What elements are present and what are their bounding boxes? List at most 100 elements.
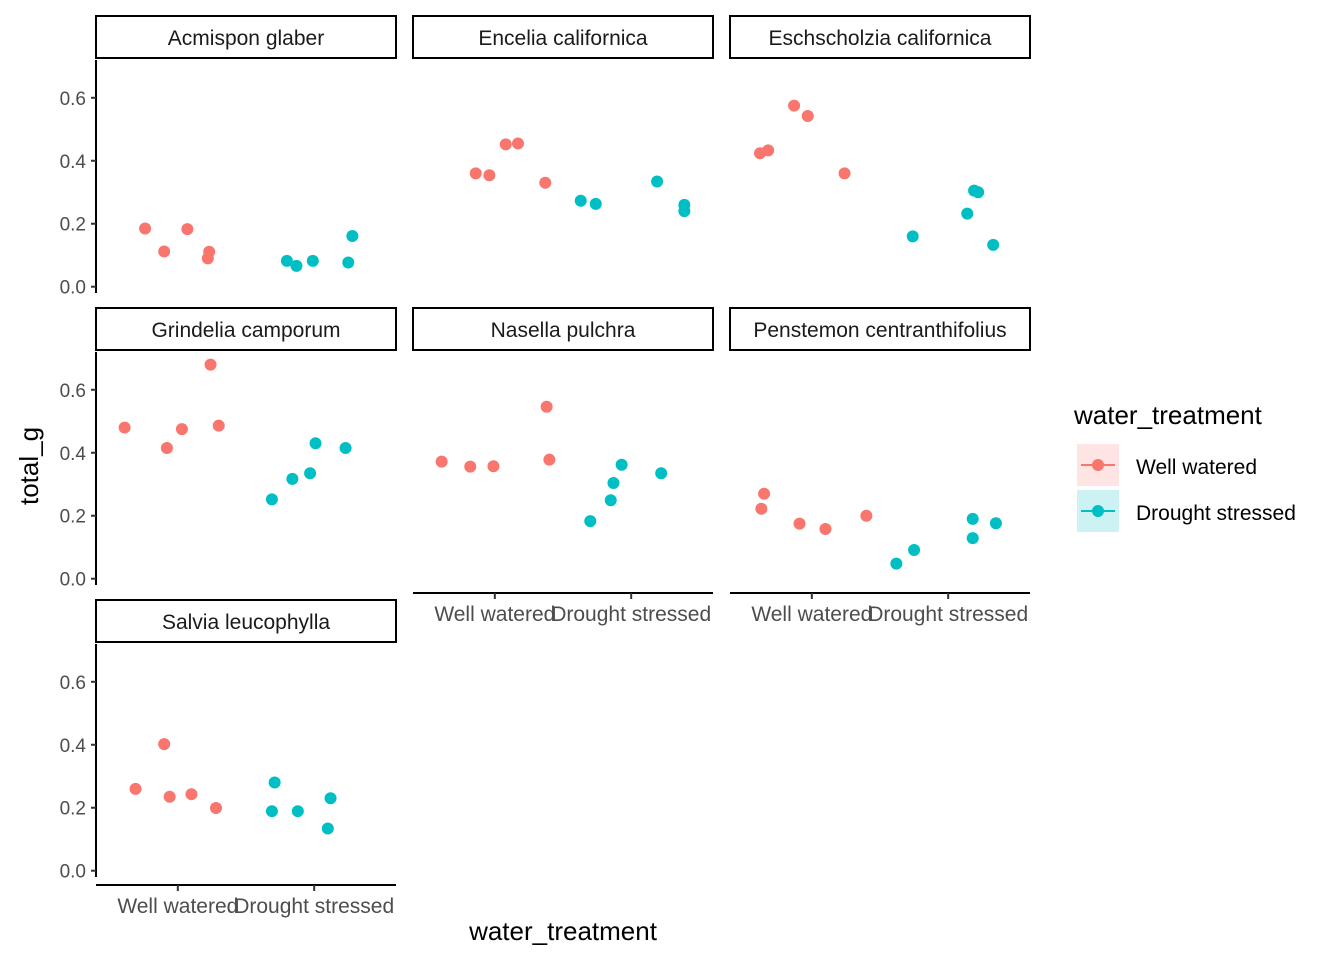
data-point [801, 110, 814, 123]
legend-key-point [1092, 505, 1104, 517]
legend-label: Drought stressed [1136, 502, 1296, 525]
data-point [574, 194, 587, 207]
facet-title: Penstemon centranthifolius [753, 319, 1006, 342]
data-point [469, 167, 482, 180]
facet-panel: Eschscholzia californica [729, 15, 1031, 251]
data-point [158, 245, 171, 258]
data-point [584, 515, 597, 528]
data-point [655, 467, 668, 480]
data-point [321, 822, 334, 835]
data-point [265, 805, 278, 818]
facet-title: Eschscholzia californica [769, 27, 992, 50]
data-point [306, 254, 319, 267]
x-tick-label: Well watered [751, 603, 872, 626]
data-point [118, 421, 131, 434]
data-point [543, 453, 556, 466]
legend-label: Well watered [1136, 456, 1257, 479]
data-point [589, 197, 602, 210]
facet-title: Grindelia camporum [151, 319, 340, 342]
y-tick-label: 0.2 [60, 507, 86, 528]
data-point [762, 144, 775, 157]
data-point [160, 442, 173, 455]
facet-panel: Salvia leucophylla 0.0 0.2 0.4 0.6 Well water… [60, 599, 397, 918]
x-tick-label: Well watered [117, 895, 238, 918]
data-point [860, 509, 873, 522]
data-point [607, 476, 620, 489]
facet-title: Nasella pulchra [491, 319, 636, 342]
data-point [890, 557, 903, 570]
data-point [324, 792, 337, 805]
facet-strip [412, 307, 714, 351]
data-point [512, 137, 524, 150]
data-point [210, 802, 222, 815]
x-tick-label: Drought stressed [868, 603, 1028, 626]
data-point [268, 776, 281, 789]
legend-title: water_treatment [1073, 400, 1263, 430]
facet-strip [95, 307, 397, 351]
y-tick-label: 0.4 [60, 444, 87, 465]
data-point [346, 230, 359, 243]
data-point [499, 138, 512, 151]
data-point [966, 512, 979, 525]
data-point [203, 245, 216, 258]
data-point [906, 230, 919, 243]
facet-title: Salvia leucophylla [162, 611, 330, 634]
facet-panel: Penstemon centranthifolius Well wateredDr… [729, 307, 1031, 626]
legend: water_treatment Well watered Drought stres… [1073, 400, 1296, 532]
facet-panel: Acmispon glaber 0.0 0.2 0.4 0.6 [60, 15, 397, 299]
data-point [175, 423, 188, 436]
x-tick-label: Well watered [434, 603, 555, 626]
data-point [487, 460, 500, 473]
data-point [540, 400, 553, 413]
y-tick-label: 0.0 [60, 278, 86, 299]
data-point [755, 502, 768, 515]
data-point [265, 493, 278, 506]
data-point [163, 790, 176, 803]
data-point [158, 738, 171, 751]
data-point [139, 222, 152, 235]
facet-strip [729, 307, 1031, 351]
legend-key-point [1092, 459, 1104, 471]
data-point [185, 788, 198, 801]
data-point [615, 458, 628, 471]
data-point [788, 99, 801, 112]
data-point [342, 256, 355, 269]
facet-panel: Grindelia camporum 0.0 0.2 0.4 0.6 [60, 307, 397, 591]
data-point [989, 517, 1002, 530]
data-point [435, 455, 448, 468]
y-tick-label: 0.2 [60, 799, 86, 820]
data-point [972, 186, 985, 199]
facet-strip [95, 599, 397, 643]
data-point [286, 472, 299, 485]
data-point [483, 169, 496, 182]
facet-strip [95, 15, 397, 59]
y-tick-label: 0.2 [60, 215, 86, 236]
data-point [129, 782, 142, 795]
x-tick-label: Drought stressed [551, 603, 711, 626]
y-tick-label: 0.4 [60, 152, 87, 173]
data-point [464, 460, 477, 473]
facet-panels: Acmispon glaber 0.0 0.2 0.4 0.6 Encelia calif… [60, 15, 1031, 918]
data-point [961, 207, 974, 220]
data-point [212, 419, 225, 432]
facet-panel: Encelia californica [412, 15, 714, 218]
facet-title: Acmispon glaber [168, 27, 324, 50]
x-axis-title: water_treatment [468, 916, 658, 946]
data-point [204, 358, 217, 371]
data-point [280, 254, 293, 267]
data-point [651, 175, 664, 188]
y-tick-label: 0.0 [60, 862, 86, 883]
data-point [290, 259, 303, 272]
data-point [604, 494, 617, 507]
data-point [838, 167, 851, 180]
data-point [819, 522, 832, 535]
data-point [291, 805, 304, 818]
y-axis-title: total_g [14, 427, 44, 505]
data-point [793, 517, 806, 530]
data-point [987, 238, 1000, 251]
data-point [181, 223, 194, 236]
y-tick-label: 0.4 [60, 736, 87, 757]
data-point [304, 467, 317, 480]
